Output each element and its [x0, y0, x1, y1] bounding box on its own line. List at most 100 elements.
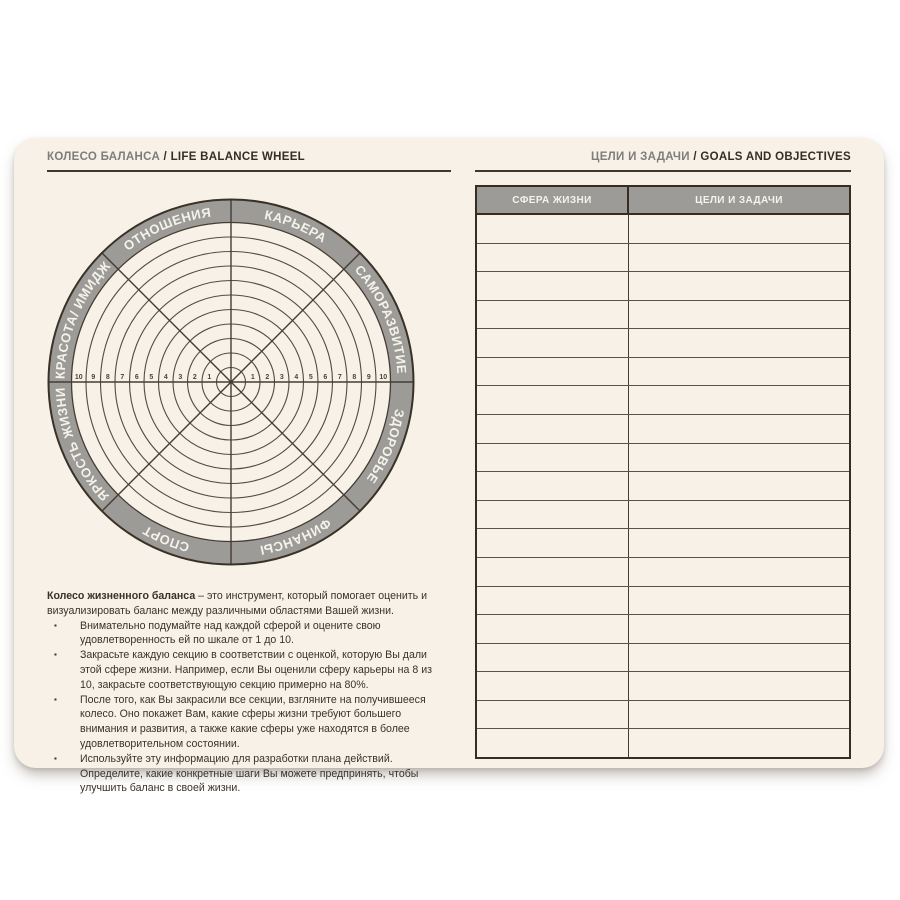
table-row — [477, 442, 849, 472]
wheel-scale-number: 6 — [135, 374, 139, 381]
wheel-scale-number: 7 — [338, 374, 342, 381]
bullet-marker: ▪ — [54, 650, 57, 660]
table-row — [477, 642, 849, 672]
table-cell-life-sphere — [477, 729, 629, 757]
wheel-scale-number: 4 — [294, 374, 298, 381]
table-cell-life-sphere — [477, 643, 629, 672]
wheel-scale-number: 7 — [120, 374, 124, 381]
left-page-header: КОЛЕСО БАЛАНСА / LIFE BALANCE WHEEL — [47, 150, 451, 174]
table-cell-life-sphere — [477, 300, 629, 329]
table-cell-life-sphere — [477, 215, 629, 243]
title-en: LIFE BALANCE WHEEL — [170, 151, 306, 163]
table-cell-goals — [629, 729, 849, 757]
table-cell-goals — [629, 244, 849, 272]
title-underline — [475, 170, 851, 172]
table-cell-goals — [629, 587, 849, 615]
table-row — [477, 528, 849, 557]
ring-outer-edge — [47, 198, 415, 566]
title-underline — [47, 170, 451, 172]
table-row — [477, 699, 849, 729]
bullet-item: ▪ Закрасьте каждую секцию в соответствии … — [47, 648, 449, 692]
table-cell-life-sphere — [477, 415, 629, 443]
wheel-scale-number: 9 — [91, 374, 95, 381]
table-row — [477, 499, 849, 529]
table-cell-goals — [629, 215, 849, 243]
table-cell-goals — [629, 415, 849, 443]
wheel-scale-number: 10 — [379, 374, 387, 381]
table-cell-life-sphere — [477, 243, 629, 272]
title-en: GOALS AND OBJECTIVES — [700, 151, 851, 163]
table-row — [477, 471, 849, 500]
table-cell-goals — [629, 272, 849, 300]
wheel-scale-number: 5 — [309, 374, 313, 381]
table-body — [477, 215, 849, 757]
bullet-text: Закрасьте каждую секцию в соответствии с… — [80, 649, 432, 691]
table-cell-life-sphere — [477, 615, 629, 643]
table-cell-goals — [629, 501, 849, 529]
table-row — [477, 614, 849, 643]
table-row — [477, 356, 849, 386]
instructions-bullet-list: ▪ Внимательно подумайте над каждой сферой… — [47, 619, 449, 797]
wheel-scale-number: 2 — [193, 374, 197, 381]
wheel-scale-number: 3 — [280, 374, 284, 381]
table-cell-life-sphere — [477, 272, 629, 300]
title-separator: / — [689, 151, 701, 163]
table-cell-goals — [629, 386, 849, 414]
left-page-title: КОЛЕСО БАЛАНСА / LIFE BALANCE WHEEL — [47, 150, 451, 164]
table-cell-goals — [629, 444, 849, 472]
table-row — [477, 385, 849, 415]
table-cell-life-sphere — [477, 443, 629, 472]
table-cell-life-sphere — [477, 557, 629, 586]
table-cell-goals — [629, 701, 849, 729]
table-cell-goals — [629, 615, 849, 643]
table-row — [477, 299, 849, 329]
title-separator: / — [160, 151, 171, 163]
table-cell-goals — [629, 529, 849, 557]
wheel-scale-number: 4 — [164, 374, 168, 381]
table-row — [477, 215, 849, 243]
bullet-item: ▪ Внимательно подумайте над каждой сферой… — [47, 619, 449, 649]
wheel-scale-number: 10 — [75, 374, 83, 381]
instructions-text: Колесо жизненного баланса – это инструме… — [47, 589, 449, 796]
table-row — [477, 414, 849, 443]
bullet-item: ▪ После того, как Вы закрасили все секции… — [47, 693, 449, 752]
instructions-intro: Колесо жизненного баланса – это инструме… — [47, 589, 449, 619]
wheel-scale-number: 5 — [149, 374, 153, 381]
wheel-scale-number: 8 — [352, 374, 356, 381]
wheel-scale-numbers: 1 1 2 2 3 3 4 4 5 5 6 6 7 7 8 8 9 9 10 10 — [75, 374, 387, 381]
table-row — [477, 242, 849, 272]
wheel-scale-number: 6 — [323, 374, 327, 381]
column-header-life-sphere: СФЕРА ЖИЗНИ — [477, 187, 629, 213]
ring-inner-edge — [70, 221, 392, 543]
bullet-text: После того, как Вы закрасили все секции,… — [80, 693, 426, 750]
wheel-center-dot — [229, 380, 233, 384]
wheel-scale-number: 1 — [207, 374, 211, 381]
bullet-item: ▪ Используйте эту информацию для разработ… — [47, 752, 449, 796]
table-cell-life-sphere — [477, 672, 629, 700]
wheel-scale-number: 8 — [106, 374, 110, 381]
table-cell-life-sphere — [477, 529, 629, 557]
table-header-row: СФЕРА ЖИЗНИ ЦЕЛИ И ЗАДАЧИ — [477, 187, 849, 215]
bullet-marker: ▪ — [54, 620, 57, 630]
table-row — [477, 671, 849, 700]
planner-page: КОЛЕСО БАЛАНСА / LIFE BALANCE WHEEL ЦЕЛИ… — [14, 138, 884, 794]
table-cell-life-sphere — [477, 329, 629, 357]
table-cell-goals — [629, 472, 849, 500]
bullet-text: Используйте эту информацию для разработк… — [80, 752, 419, 795]
table-cell-life-sphere — [477, 700, 629, 729]
bullet-marker: ▪ — [54, 694, 57, 704]
title-ru: КОЛЕСО БАЛАНСА — [47, 151, 161, 163]
table-cell-goals — [629, 558, 849, 586]
wheel-scale-number: 1 — [251, 374, 255, 381]
table-cell-goals — [629, 358, 849, 386]
table-cell-life-sphere — [477, 472, 629, 500]
instructions-intro-rest: – это инструмент, который помогает оцени… — [47, 590, 428, 617]
wheel-scale-number: 2 — [265, 374, 269, 381]
right-page-header: ЦЕЛИ И ЗАДАЧИ / GOALS AND OBJECTIVES — [475, 150, 851, 174]
bullet-text: Внимательно подумайте над каждой сферой … — [80, 619, 381, 647]
column-header-goals: ЦЕЛИ И ЗАДАЧИ — [695, 194, 783, 206]
wheel-scale-number: 3 — [178, 374, 182, 381]
table-cell-life-sphere — [477, 357, 629, 386]
table-cell-goals — [629, 301, 849, 329]
